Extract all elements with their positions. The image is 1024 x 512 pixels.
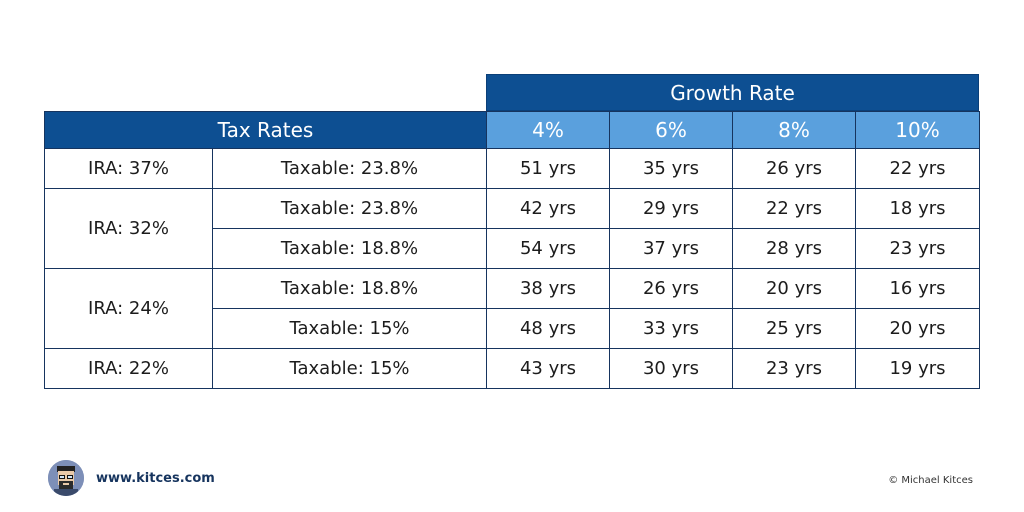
growth-rate-header: Growth Rate <box>486 74 979 111</box>
ira-rate-cell: IRA: 22% <box>44 348 213 389</box>
growth-rate-6: 6% <box>609 111 733 149</box>
years-cell: 28 yrs <box>732 228 856 269</box>
years-cell: 22 yrs <box>732 188 856 229</box>
taxable-rate-cell: Taxable: 15% <box>212 348 487 389</box>
table-row: IRA: 24% Taxable: 18.8% 38 yrs 26 yrs 20 yrs… <box>44 268 980 349</box>
growth-rate-8: 8% <box>732 111 856 149</box>
table-row: Taxable: 15% 48 yrs 33 yrs 25 yrs 20 yrs <box>45 308 980 349</box>
taxable-rate-cell: Taxable: 23.8% <box>212 148 487 189</box>
taxable-rate-cell: Taxable: 18.8% <box>212 228 487 269</box>
years-cell: 48 yrs <box>486 308 610 349</box>
years-cell: 25 yrs <box>732 308 856 349</box>
table-row: IRA: 32% Taxable: 23.8% 42 yrs 29 yrs 22 yrs… <box>44 188 980 269</box>
years-cell: 18 yrs <box>855 188 980 229</box>
growth-years-table: Tax Rates 4% 6% 8% 10% IRA: 37% Taxable: … <box>44 111 980 389</box>
years-cell: 54 yrs <box>486 228 610 269</box>
years-cell: 20 yrs <box>855 308 980 349</box>
years-cell: 51 yrs <box>486 148 610 189</box>
years-cell: 22 yrs <box>855 148 980 189</box>
ira-rate-cell: IRA: 32% <box>44 188 213 269</box>
ira-rate-cell: IRA: 37% <box>44 148 213 189</box>
header-row: Tax Rates 4% 6% 8% 10% <box>44 111 980 149</box>
years-cell: 42 yrs <box>486 188 610 229</box>
kitces-avatar-logo <box>48 460 84 496</box>
table-row: IRA: 37% Taxable: 23.8% 51 yrs 35 yrs 26 yrs… <box>44 148 980 189</box>
table-body: Tax Rates 4% 6% 8% 10% IRA: 37% Taxable: … <box>44 111 980 389</box>
years-cell: 19 yrs <box>855 348 980 389</box>
years-cell: 29 yrs <box>609 188 733 229</box>
years-cell: 33 yrs <box>609 308 733 349</box>
growth-rate-4: 4% <box>486 111 610 149</box>
growth-rate-10: 10% <box>855 111 980 149</box>
copyright: © Michael Kitces <box>888 475 973 486</box>
years-cell: 35 yrs <box>609 148 733 189</box>
years-cell: 37 yrs <box>609 228 733 269</box>
years-cell: 23 yrs <box>855 228 980 269</box>
years-cell: 26 yrs <box>732 148 856 189</box>
table-row: IRA: 22% Taxable: 15% 43 yrs 30 yrs 23 yrs 19… <box>44 348 980 389</box>
table-row: Taxable: 18.8% 54 yrs 37 yrs 28 yrs 23 yrs <box>45 228 980 269</box>
years-cell: 43 yrs <box>486 348 610 389</box>
ira-rate-cell: IRA: 24% <box>44 268 213 349</box>
years-cell: 26 yrs <box>609 268 733 309</box>
years-cell: 23 yrs <box>732 348 856 389</box>
taxable-rate-cell: Taxable: 18.8% <box>212 268 487 309</box>
taxable-rate-cell: Taxable: 23.8% <box>212 188 487 229</box>
years-cell: 30 yrs <box>609 348 733 389</box>
years-cell: 20 yrs <box>732 268 856 309</box>
taxable-rate-cell: Taxable: 15% <box>212 308 487 349</box>
site-url[interactable]: www.kitces.com <box>96 471 215 486</box>
tax-rates-header: Tax Rates <box>44 111 487 149</box>
years-cell: 38 yrs <box>486 268 610 309</box>
years-cell: 16 yrs <box>855 268 980 309</box>
